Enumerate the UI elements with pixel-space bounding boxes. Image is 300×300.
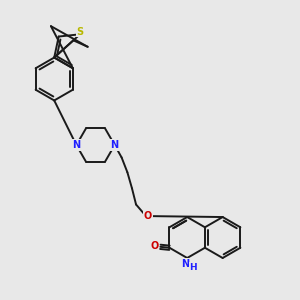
Text: O: O: [143, 211, 152, 221]
Text: H: H: [189, 263, 197, 272]
Text: N: N: [182, 259, 190, 269]
Text: N: N: [111, 140, 119, 150]
Text: O: O: [150, 241, 159, 251]
Text: S: S: [76, 27, 84, 37]
Text: N: N: [72, 140, 80, 150]
